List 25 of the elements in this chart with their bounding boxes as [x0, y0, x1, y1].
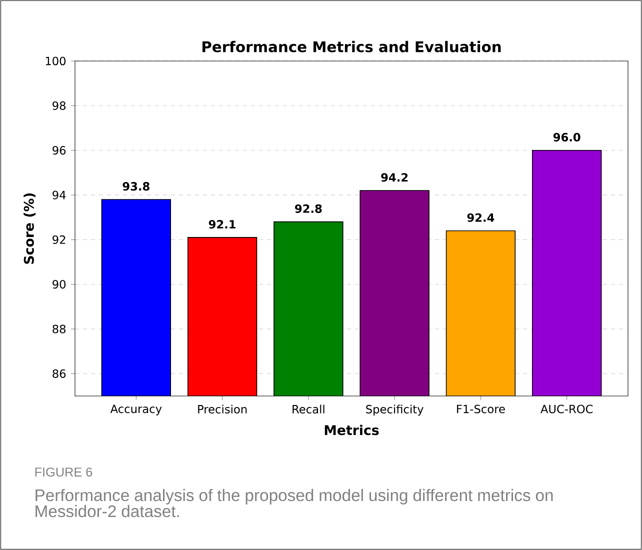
chart-title: Performance Metrics and Evaluation	[202, 40, 501, 52]
data-label: 92.4	[467, 213, 494, 222]
y-axis-title: Score (%)	[24, 193, 36, 264]
x-tick-label: Recall	[292, 404, 324, 414]
data-label: 92.1	[208, 220, 236, 229]
y-tick-label: 96	[52, 146, 66, 155]
y-tick-label: 94	[52, 190, 66, 200]
y-tick-label: 90	[52, 280, 66, 289]
data-label: 94.2	[381, 173, 408, 182]
caption: FIGURE 6	[35, 468, 92, 477]
x-tick-label: Precision	[198, 404, 247, 414]
data-label: 92.8	[295, 204, 322, 213]
x-tick-label: AUC-ROC	[540, 404, 593, 414]
x-tick-label: Accuracy	[110, 404, 162, 416]
y-tick-label: 98	[52, 101, 66, 110]
data-label: 93.8	[122, 182, 150, 191]
data-label: 96.0	[553, 132, 580, 142]
x-tick-label: F1-Score	[457, 404, 505, 414]
x-axis-title: Metrics	[324, 424, 379, 436]
x-tick-label: Specificity	[366, 404, 424, 416]
y-tick-label: 86	[52, 369, 66, 378]
y-tick-label: 88	[52, 324, 66, 334]
text: Performance analysis of the proposed model using different metrics on Messidor-2 dataset.	[36, 488, 553, 518]
y-tick-label: 92	[52, 235, 66, 244]
y-tick-label: 100	[46, 56, 66, 66]
